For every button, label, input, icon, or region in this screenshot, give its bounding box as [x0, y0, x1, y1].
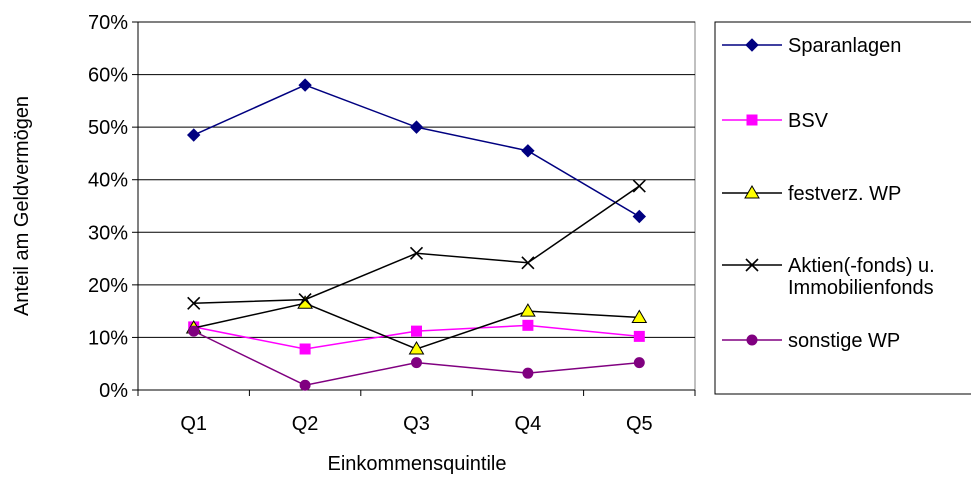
legend-box: [714, 21, 971, 395]
data-point: [299, 379, 311, 391]
data-point: [521, 256, 535, 270]
legend-marker: [746, 334, 758, 346]
data-point: [298, 293, 312, 307]
legend-label: Aktien(-fonds) u. Immobilienfonds: [788, 255, 935, 299]
legend-item: sonstige WP: [722, 330, 900, 352]
x-axis-label: Einkommensquintile: [328, 453, 507, 475]
data-point: [298, 78, 312, 92]
x-tick-label: Q3: [403, 413, 430, 435]
data-point: [409, 246, 424, 260]
legend-label: BSV: [788, 110, 829, 132]
axes: [137, 22, 695, 391]
legend-label: festverz. WP: [788, 183, 901, 205]
legend-label: sonstige WP: [788, 330, 900, 352]
x-tick-label: Q2: [292, 413, 319, 435]
legend-label: Sparanlagen: [788, 35, 901, 57]
y-axis-label: Anteil am Geldvermögen: [11, 96, 33, 316]
y-tick-label: 20%: [88, 275, 128, 297]
data-point: [187, 296, 201, 310]
x-tick-label: Q4: [515, 413, 542, 435]
y-tick-label: 40%: [88, 170, 128, 192]
data-point: [299, 343, 311, 355]
data-point: [522, 367, 534, 379]
data-point: [631, 309, 648, 323]
legend-marker: [746, 114, 758, 126]
data-point: [632, 179, 646, 193]
data-point: [521, 144, 535, 158]
series-sonstige-wp: [188, 325, 645, 391]
data-point: [186, 128, 201, 142]
series-sparanlagen: [186, 78, 647, 224]
legend-item: festverz. WP: [722, 183, 901, 205]
data-point: [411, 325, 422, 337]
y-tick-label: 30%: [88, 222, 128, 244]
data-point: [188, 325, 200, 337]
data-point: [633, 330, 645, 342]
legend-marker: [745, 258, 759, 272]
legend-marker: [745, 38, 759, 52]
series-group: [185, 78, 648, 391]
y-tick-label: 10%: [88, 327, 128, 349]
legend-item: Aktien(-fonds) u. Immobilienfonds: [722, 255, 935, 299]
legend: Sparanlagen BSV festverz. WP Aktien(-fonds)…: [722, 35, 935, 352]
data-point: [408, 341, 425, 355]
y-tick-label: 70%: [88, 12, 128, 34]
data-point: [520, 303, 536, 317]
data-point: [411, 357, 422, 369]
x-tick-label: Q1: [180, 413, 207, 435]
data-point: [632, 209, 647, 224]
y-axis-ticks: 0% 10% 20% 30% 40% 50% 60% 70%: [88, 12, 138, 402]
data-point: [522, 319, 534, 331]
x-axis-ticks: Q1 Q2 Q3 Q4 Q5: [137, 390, 696, 435]
data-point: [633, 357, 645, 369]
legend-marker: [744, 185, 760, 199]
y-tick-label: 60%: [88, 65, 128, 87]
legend-item: Sparanlagen: [722, 35, 901, 57]
data-point: [409, 120, 424, 134]
y-tick-label: 50%: [88, 117, 128, 139]
y-tick-label: 0%: [99, 380, 128, 402]
series-aktien-fonds-u-immobilienfonds: [187, 179, 646, 310]
x-tick-label: Q5: [626, 413, 653, 435]
legend-item: BSV: [722, 110, 829, 132]
